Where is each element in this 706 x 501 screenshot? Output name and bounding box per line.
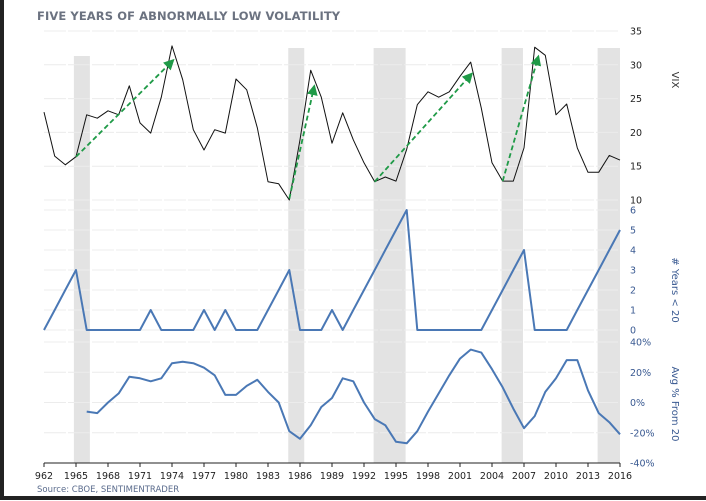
y-tick-label: 3 — [630, 266, 636, 277]
series-line-avg-pct-from-20 — [86, 348, 621, 445]
x-tick-label: 2007 — [512, 471, 536, 482]
shaded-period — [288, 48, 305, 463]
y-axis-label: Avg % From 20 — [669, 366, 680, 441]
trend-arrow — [501, 54, 542, 182]
x-tick-label: 1992 — [352, 471, 376, 482]
x-tick-label: 1998 — [416, 471, 440, 482]
y-tick-label: 30 — [630, 60, 642, 71]
y-tick-label: 0 — [630, 326, 636, 337]
x-tick-label: 962 — [35, 471, 53, 482]
y-axis-label: # Years < 20 — [669, 257, 680, 322]
x-tick-label: 2016 — [608, 471, 632, 482]
y-tick-label: 35 — [630, 27, 642, 38]
shaded-period — [501, 48, 523, 463]
x-tick-label: 2004 — [480, 471, 504, 482]
y-tick-label: 20 — [630, 128, 642, 139]
y-tick-label: 20% — [630, 368, 651, 379]
x-tick-label: 1965 — [64, 471, 88, 482]
y-tick-label: -20% — [630, 428, 655, 439]
y-tick-label: -40% — [630, 459, 655, 470]
y-axis-label: VIX — [669, 72, 680, 89]
x-tick-label: 2010 — [544, 471, 568, 482]
source-note: Source: CBOE, SENTIMENTRADER — [37, 485, 180, 495]
x-tick-label: 1971 — [128, 471, 152, 482]
y-tick-label: 5 — [630, 226, 636, 237]
x-tick-label: 1986 — [288, 471, 312, 482]
y-tick-label: 15 — [630, 162, 642, 173]
x-tick-label: 2001 — [448, 471, 472, 482]
y-tick-label: 4 — [630, 246, 636, 257]
y-tick-label: 6 — [630, 206, 636, 217]
series-line-years-below-20 — [43, 209, 621, 331]
x-tick-label: 2013 — [576, 471, 600, 482]
x-tick-label: 1968 — [96, 471, 120, 482]
trend-arrow — [288, 84, 318, 199]
y-tick-label: 1 — [630, 306, 636, 317]
shaded-period — [373, 48, 406, 463]
x-tick-label: 1983 — [256, 471, 280, 482]
shaded-period — [73, 56, 90, 463]
x-tick-label: 1989 — [320, 471, 344, 482]
y-tick-label: 0% — [630, 398, 645, 409]
trend-arrow — [75, 58, 175, 158]
x-tick-label: 1980 — [224, 471, 248, 482]
shaded-period — [597, 48, 620, 463]
x-tick-label: 1977 — [192, 471, 216, 482]
chart-title: FIVE YEARS OF ABNORMALLY LOW VOLATILITY — [37, 9, 341, 23]
x-tick-label: 1995 — [384, 471, 408, 482]
y-tick-label: 10 — [630, 196, 642, 207]
y-tick-label: 2 — [630, 286, 636, 297]
series-line-vix — [43, 45, 621, 201]
y-tick-label: 40% — [630, 338, 651, 349]
x-tick-label: 1974 — [160, 471, 184, 482]
y-tick-label: 25 — [630, 94, 642, 105]
